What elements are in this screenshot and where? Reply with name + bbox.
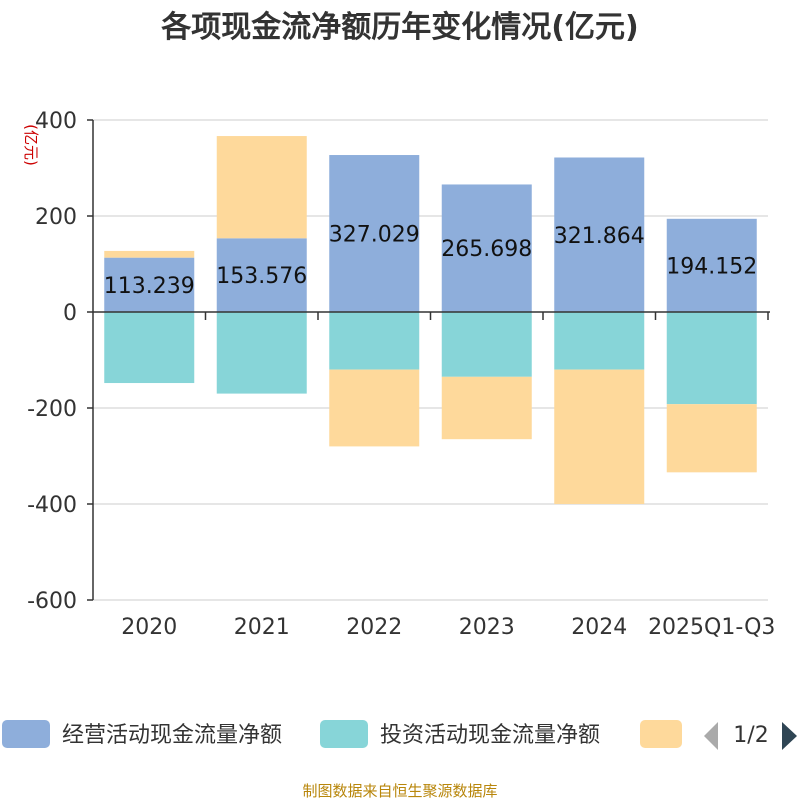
bar-series-2[interactable]: [666, 404, 757, 473]
bar-series-2[interactable]: [216, 136, 307, 239]
legend-label-investing: 投资活动现金流量净额: [380, 723, 600, 748]
x-tick-label: 2022: [346, 615, 402, 640]
legend-next-page-icon[interactable]: [782, 722, 797, 750]
bar-series-1[interactable]: [216, 312, 307, 394]
bar-series-1[interactable]: [666, 312, 757, 405]
data-label: 327.029: [329, 223, 420, 248]
bar-series-0[interactable]: [104, 257, 195, 312]
x-tick-label: 2020: [121, 615, 177, 640]
legend-swatch-operating: [2, 720, 50, 748]
legend-swatch-investing: [320, 720, 368, 748]
bar-series-0[interactable]: [666, 218, 757, 312]
x-tick-label: 2021: [234, 615, 290, 640]
x-tick-labels: 2020 2021 2022 2023 2024 2025Q1-Q3: [121, 615, 775, 640]
axes: [87, 119, 770, 601]
bar-series-1[interactable]: [554, 312, 645, 370]
x-tick-label: 2024: [571, 615, 627, 640]
bar-series-0[interactable]: [329, 155, 420, 312]
bar-series-0[interactable]: [216, 238, 307, 312]
y-axis-unit: (亿元): [22, 124, 40, 166]
bar-series-1[interactable]: [441, 312, 532, 377]
data-label: 194.152: [666, 254, 757, 279]
bar-series-0[interactable]: [441, 184, 532, 312]
legend-page-indicator: 1/2: [733, 723, 768, 748]
data-labels: 113.239 153.576 327.029 265.698 321.864 194.1…: [104, 223, 757, 299]
legend-prev-page-icon[interactable]: [704, 722, 718, 750]
bar-series-1[interactable]: [104, 312, 195, 384]
chart-title: 各项现金流净额历年变化情况(亿元): [160, 10, 638, 45]
data-label: 265.698: [441, 237, 532, 262]
grid-lines: [93, 119, 768, 601]
y-tick-label: 200: [35, 205, 77, 230]
bars: [104, 136, 757, 504]
legend-item-financing[interactable]: [640, 720, 682, 748]
bar-series-0[interactable]: [554, 157, 645, 312]
bar-series-2[interactable]: [104, 250, 195, 258]
bar-series-1[interactable]: [329, 312, 420, 370]
legend: 经营活动现金流量净额 投资活动现金流量净额 1/2: [2, 720, 797, 750]
data-label: 113.239: [104, 274, 195, 299]
bar-series-2[interactable]: [329, 369, 420, 447]
bar-series-2[interactable]: [554, 369, 645, 504]
y-tick-label: -600: [27, 589, 77, 614]
x-tick-label: 2025Q1-Q3: [648, 615, 775, 640]
bar-series-2[interactable]: [441, 376, 532, 440]
data-label: 321.864: [554, 224, 645, 249]
y-tick-label: 400: [35, 109, 77, 134]
legend-swatch-financing: [640, 720, 682, 748]
legend-item-operating[interactable]: 经营活动现金流量净额: [2, 720, 282, 748]
y-tick-label: 0: [63, 301, 77, 326]
data-source: 制图数据来自恒生聚源数据库: [302, 782, 497, 800]
legend-label-operating: 经营活动现金流量净额: [62, 723, 282, 748]
y-tick-label: -400: [27, 493, 77, 518]
y-tick-labels: 400 200 0 -200 -400 -600: [27, 109, 77, 614]
data-label: 153.576: [216, 264, 307, 289]
y-tick-label: -200: [27, 397, 77, 422]
x-tick-label: 2023: [459, 615, 515, 640]
legend-item-investing[interactable]: 投资活动现金流量净额: [320, 720, 600, 748]
